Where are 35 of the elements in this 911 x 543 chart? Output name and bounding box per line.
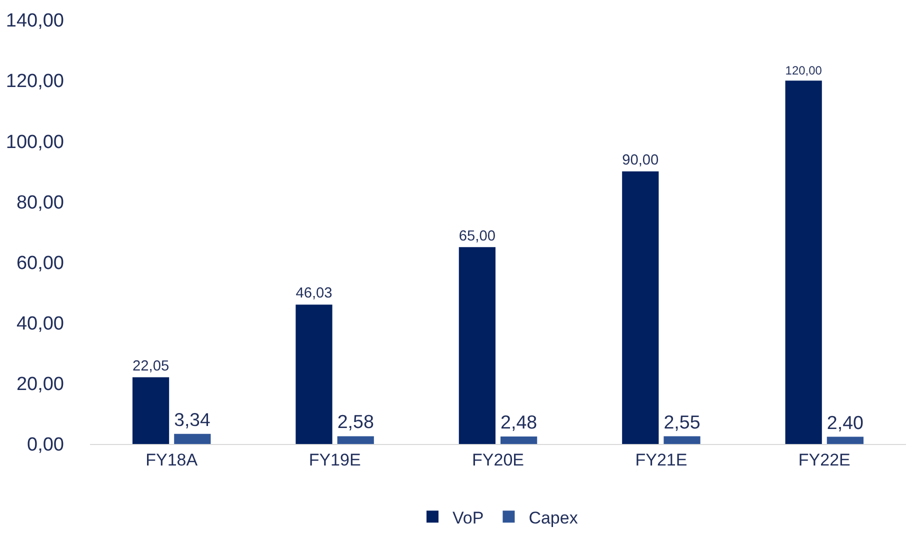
data-label: 2,55: [664, 411, 700, 432]
y-tick-label: 140,00: [6, 10, 64, 32]
x-tick-label: FY22E: [798, 450, 850, 470]
data-label: 65,00: [458, 228, 496, 244]
x-tick-label: FY19E: [308, 450, 361, 470]
bar: [458, 247, 496, 444]
x-tick-label: FY21E: [635, 450, 688, 470]
y-tick-label: 0,00: [27, 434, 64, 456]
data-label: 2,40: [826, 412, 864, 433]
data-label: 2,58: [337, 411, 374, 432]
bar: [622, 171, 659, 444]
legend-label: Capex: [528, 508, 578, 528]
x-tick-label: FY20E: [472, 450, 524, 470]
legend-label: VoP: [452, 508, 484, 528]
y-tick-label: 60,00: [16, 252, 64, 274]
data-label: 2,48: [500, 412, 538, 433]
y-tick-label: 120,00: [6, 71, 64, 92]
data-label: 3,34: [174, 408, 210, 430]
data-label: 46,03: [296, 286, 332, 302]
bar: [337, 436, 374, 444]
bar: [664, 436, 700, 444]
data-label: 120,00: [785, 63, 822, 78]
bar: [174, 434, 211, 444]
bar: [296, 304, 332, 444]
bar: [132, 377, 170, 444]
y-tick-label: 40,00: [16, 314, 64, 335]
y-tick-label: 100,00: [6, 132, 64, 153]
y-tick-label: 80,00: [16, 192, 64, 214]
bar: [785, 80, 822, 444]
data-label: 22,05: [132, 358, 170, 374]
data-label: 90,00: [622, 152, 659, 169]
bar: [500, 436, 538, 444]
bar: [826, 436, 864, 444]
x-tick-label: FY18A: [146, 450, 198, 470]
y-tick-label: 20,00: [16, 374, 64, 396]
